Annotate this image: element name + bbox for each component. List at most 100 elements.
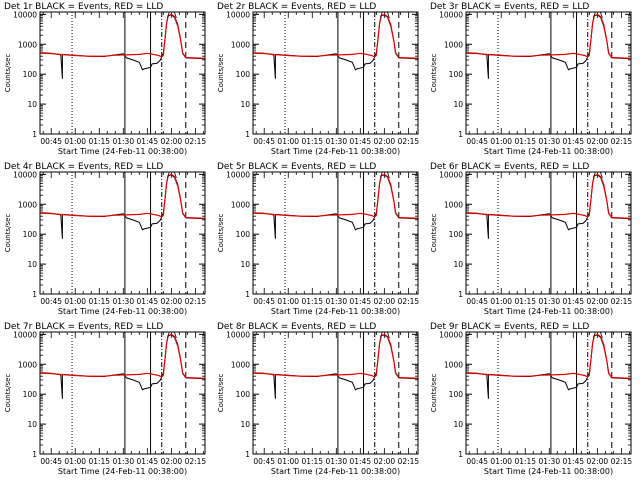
y-tick-label: 10000: [13, 10, 37, 19]
y-tick-label: 1: [32, 130, 37, 139]
y-tick-label: 1000: [444, 200, 463, 209]
peak-marker: [166, 11, 177, 19]
det-8r-panel: Det 8r BLACK = Events, RED = LLD Counts/s…: [217, 322, 419, 476]
x-tick-label: 01:30: [538, 297, 560, 306]
x-tick-label: 02:15: [185, 457, 207, 466]
events-series: [465, 334, 632, 399]
y-tick-label: 10000: [226, 10, 250, 19]
x-tick-label: 02:15: [398, 457, 420, 466]
y-tick-label: 100: [236, 230, 251, 239]
y-tick-label: 10000: [439, 10, 463, 19]
x-tick-label: 00:45: [40, 297, 62, 306]
y-axis-label: Counts/sec: [430, 214, 438, 253]
peak-marker: [592, 11, 603, 19]
peak-marker: [166, 331, 177, 339]
det-1r-panel: Det 1r BLACK = Events, RED = LLD Counts/s…: [4, 2, 206, 156]
panel-title: Det 8r BLACK = Events, RED = LLD: [217, 322, 376, 332]
y-tick-label: 1000: [231, 40, 250, 49]
x-tick-label: 01:00: [64, 457, 86, 466]
plot-frame: [39, 171, 206, 295]
y-tick-label: 1: [245, 450, 250, 459]
x-tick-label: 02:00: [374, 457, 396, 466]
x-tick-label: 02:00: [161, 297, 183, 306]
x-axis-label: Start Time (24-Feb-11 00:38:00): [484, 467, 613, 476]
lld-series: [252, 173, 419, 219]
x-tick-label: 01:15: [88, 457, 110, 466]
x-axis-label: Start Time (24-Feb-11 00:38:00): [271, 467, 400, 476]
x-tick-label: 01:30: [325, 457, 347, 466]
x-tick-label: 02:00: [587, 137, 609, 146]
y-axis-label: Counts/sec: [4, 374, 12, 413]
y-tick-label: 100: [23, 390, 38, 399]
x-tick-label: 01:15: [514, 297, 536, 306]
x-axis-label: Start Time (24-Feb-11 00:38:00): [271, 147, 400, 156]
x-tick-label: 00:45: [253, 457, 275, 466]
lld-series: [465, 173, 632, 219]
y-tick-label: 100: [236, 390, 251, 399]
y-tick-label: 100: [449, 70, 464, 79]
x-tick-label: 01:45: [350, 137, 372, 146]
y-tick-label: 1: [458, 290, 463, 299]
y-tick-label: 1: [32, 450, 37, 459]
x-tick-label: 00:45: [253, 137, 275, 146]
panel-title: Det 6r BLACK = Events, RED = LLD: [430, 162, 589, 172]
plot-frame: [252, 171, 419, 295]
x-tick-label: 00:45: [40, 457, 62, 466]
panel-title: Det 2r BLACK = Events, RED = LLD: [217, 2, 376, 12]
peak-marker: [166, 171, 177, 179]
det-6r-panel: Det 6r BLACK = Events, RED = LLD Counts/s…: [430, 162, 632, 316]
y-tick-label: 10: [240, 420, 250, 429]
y-tick-label: 1000: [18, 360, 37, 369]
y-tick-label: 1: [458, 130, 463, 139]
x-tick-label: 02:00: [587, 457, 609, 466]
y-axis-label: Counts/sec: [430, 374, 438, 413]
x-tick-label: 02:15: [611, 297, 633, 306]
x-tick-label: 01:45: [563, 137, 585, 146]
x-tick-label: 00:45: [40, 137, 62, 146]
x-tick-label: 00:45: [466, 137, 488, 146]
y-tick-label: 10: [453, 260, 463, 269]
plot-frame: [465, 171, 632, 295]
x-tick-label: 01:00: [64, 297, 86, 306]
x-tick-label: 02:00: [161, 457, 183, 466]
y-tick-label: 10: [27, 260, 37, 269]
x-tick-label: 01:45: [137, 457, 159, 466]
panel-title: Det 7r BLACK = Events, RED = LLD: [4, 322, 163, 332]
y-axis-label: Counts/sec: [217, 374, 225, 413]
plot-frame: [39, 331, 206, 455]
y-tick-label: 100: [236, 70, 251, 79]
lld-series: [252, 13, 419, 59]
x-tick-label: 01:00: [277, 137, 299, 146]
x-tick-label: 01:30: [325, 297, 347, 306]
y-tick-label: 1000: [18, 40, 37, 49]
lld-series: [39, 173, 206, 219]
lld-series: [252, 333, 419, 379]
x-axis-label: Start Time (24-Feb-11 00:38:00): [58, 147, 187, 156]
x-tick-label: 01:00: [490, 457, 512, 466]
x-axis-label: Start Time (24-Feb-11 00:38:00): [58, 467, 187, 476]
x-tick-label: 01:15: [88, 137, 110, 146]
y-tick-label: 1: [32, 290, 37, 299]
panel-title: Det 1r BLACK = Events, RED = LLD: [4, 2, 163, 12]
x-tick-label: 01:45: [563, 457, 585, 466]
panel-title: Det 5r BLACK = Events, RED = LLD: [217, 162, 376, 172]
x-tick-label: 02:15: [398, 137, 420, 146]
x-tick-label: 00:45: [466, 297, 488, 306]
x-tick-label: 02:15: [185, 297, 207, 306]
plot-frame: [39, 11, 206, 135]
x-tick-label: 01:30: [112, 137, 134, 146]
events-series: [252, 14, 419, 79]
y-tick-label: 10000: [226, 170, 250, 179]
y-tick-label: 1: [245, 290, 250, 299]
det-3r-panel: Det 3r BLACK = Events, RED = LLD Counts/s…: [430, 2, 632, 156]
x-tick-label: 01:00: [490, 297, 512, 306]
x-tick-label: 01:30: [325, 137, 347, 146]
x-tick-label: 01:30: [112, 457, 134, 466]
y-tick-label: 100: [449, 230, 464, 239]
y-tick-label: 10: [27, 100, 37, 109]
x-tick-label: 01:00: [490, 137, 512, 146]
x-tick-label: 02:15: [185, 137, 207, 146]
x-tick-label: 01:15: [301, 137, 323, 146]
x-tick-label: 02:15: [398, 297, 420, 306]
x-tick-label: 02:15: [611, 457, 633, 466]
